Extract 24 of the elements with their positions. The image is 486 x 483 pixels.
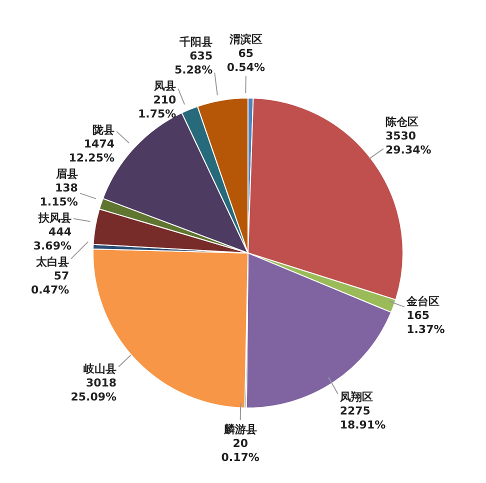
slice-label: 陈仓区 [385, 115, 418, 128]
slice-label: 岐山县 [84, 362, 117, 376]
slice-label: 渭滨区 [228, 33, 262, 46]
slice-label: 麟游县 [222, 422, 257, 436]
data-label: 1474 12.25% [68, 138, 115, 165]
data-label: 635 5.28% [174, 50, 213, 77]
data-label: 3018 25.09% [70, 376, 117, 404]
slice-label: 眉县 [54, 168, 78, 181]
data-label: 65 0.54% [226, 47, 266, 74]
slice-label: 扶风县 [38, 212, 72, 225]
data-label: 210 1.75% [138, 94, 177, 121]
slice-label: 太白县 [35, 256, 70, 269]
data-label: 3530 29.34% [385, 129, 432, 156]
data-label: 57 0.47% [30, 270, 70, 297]
slice-label: 金台区 [406, 294, 440, 308]
slice-label: 千阳县 [178, 36, 213, 49]
data-label: 138 1.15% [40, 182, 78, 209]
slice-label: 陇县 [92, 124, 115, 137]
data-label: 165 1.37% [406, 308, 445, 336]
data-label: 444 3.69% [33, 226, 72, 253]
data-label: 20 0.17% [221, 436, 260, 464]
slice-label: 凤县 [153, 80, 176, 93]
slice-label: 凤翔区 [338, 390, 373, 404]
data-label: 2275 18.91% [340, 404, 386, 432]
